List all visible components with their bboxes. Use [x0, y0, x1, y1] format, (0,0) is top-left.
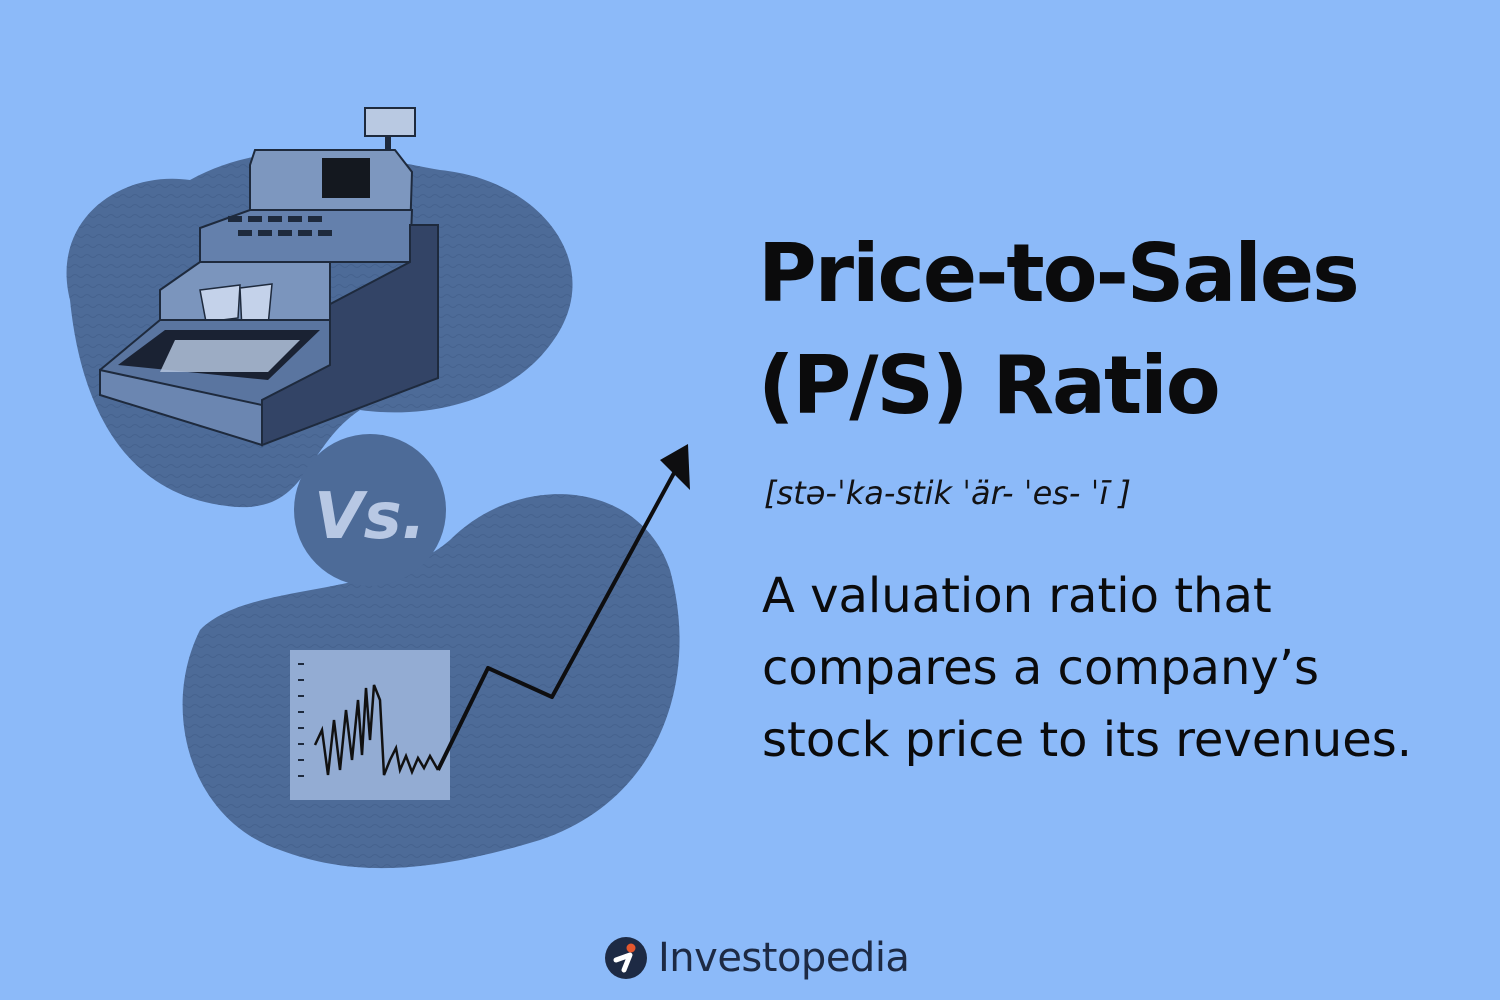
- page-title: Price-to-Sales (P/S) Ratio: [758, 218, 1360, 442]
- vs-label: Vs.: [314, 480, 426, 554]
- cash-register-icon: [99, 107, 439, 447]
- investopedia-logo-icon: [605, 937, 647, 979]
- pronunciation: [stə-ˈka-stik ˈär- ˈes- ˈī ]: [764, 474, 1131, 512]
- brand-name: Investopedia: [658, 935, 910, 981]
- definition-text: A valuation ratio that compares a compan…: [762, 560, 1482, 776]
- title-line-2: (P/S) Ratio: [758, 339, 1221, 432]
- definition-line-1: A valuation ratio that: [762, 568, 1272, 624]
- vs-badge: Vs.: [294, 434, 446, 586]
- definition-line-2: compares a company’s: [762, 640, 1320, 696]
- upward-arrow-icon: [436, 444, 690, 771]
- title-line-1: Price-to-Sales: [758, 227, 1360, 320]
- definition-line-3: stock price to its revenues.: [762, 712, 1413, 768]
- stock-chart-icon: [290, 650, 450, 800]
- brand-logo: Investopedia: [604, 930, 910, 986]
- illustration: Vs.: [66, 107, 690, 869]
